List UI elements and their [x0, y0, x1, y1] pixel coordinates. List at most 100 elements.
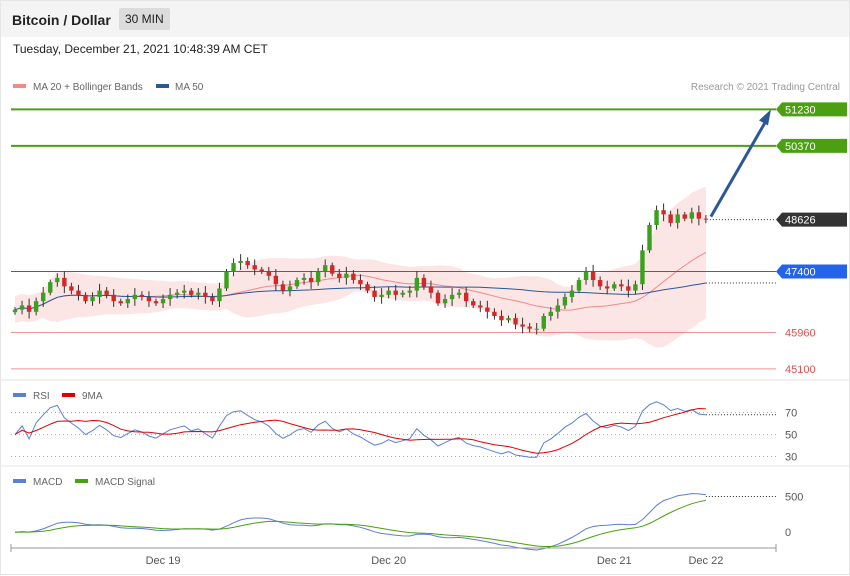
candle-body [266, 271, 271, 276]
x-tick-label: Dec 20 [371, 555, 406, 567]
candle-body [182, 290, 187, 293]
candle-body [647, 224, 652, 251]
candle-body [62, 277, 67, 287]
candle-body [590, 271, 596, 281]
level-pivot-3-tag [776, 264, 847, 279]
macd-legend-swatch [13, 479, 26, 483]
candle-body [569, 290, 575, 297]
candle-body [485, 307, 490, 312]
candle-body [492, 311, 497, 317]
ma50-legend-label: MA 50 [175, 82, 204, 93]
candle-body [19, 305, 25, 310]
candle-body [640, 250, 645, 285]
candle-body [513, 318, 518, 325]
candle-body [583, 271, 589, 281]
candle-body [252, 265, 257, 270]
candle-body [294, 280, 300, 287]
target-arrow-shaft [709, 116, 770, 218]
candle-body [196, 292, 201, 295]
target-arrow-head [759, 109, 771, 126]
candle-body [379, 294, 384, 297]
macd-line [14, 493, 706, 551]
candle-body [203, 292, 208, 297]
macd-tick-label: 500 [785, 492, 803, 504]
candle-body [562, 296, 568, 306]
candle-body [555, 305, 561, 312]
candle-body [682, 214, 687, 219]
timeframe-badge[interactable]: 30 MIN [119, 8, 170, 30]
candle-body [139, 294, 145, 297]
candle-body [41, 292, 46, 302]
candle-body [548, 311, 553, 317]
candle-body [393, 290, 398, 295]
candle-body [689, 212, 694, 219]
candle-body [280, 284, 286, 291]
rsi-ma-line [14, 407, 706, 454]
candle-body [414, 277, 420, 291]
candle-body [104, 290, 109, 295]
level-pivot-3-label: 47400 [785, 267, 816, 279]
rsi-tick-label: 30 [785, 452, 797, 464]
candle-body [118, 301, 123, 304]
candle-body [633, 284, 638, 291]
level-last-price-2-tag [776, 212, 847, 227]
candle-body [696, 212, 702, 219]
candle-body [224, 271, 229, 289]
candle-body [520, 324, 525, 327]
rsi-ma-legend-label: 9MA [82, 391, 103, 402]
candle-body [365, 284, 370, 291]
x-tick-label: Dec 22 [688, 555, 723, 567]
candle-body [675, 214, 680, 223]
candle-body [337, 273, 342, 278]
bollinger-legend-label: MA 20 + Bollinger Bands [33, 82, 143, 93]
candle-body [189, 290, 194, 295]
candle-body [308, 277, 314, 283]
candle-body [259, 269, 264, 272]
candle-body [153, 301, 159, 304]
candle-body [210, 296, 215, 302]
level-support-5-label: 45100 [785, 364, 816, 376]
candle-body [456, 292, 462, 295]
candle-body [597, 280, 603, 287]
candle-body [174, 292, 180, 295]
candle-body [90, 296, 95, 302]
candle-body [351, 273, 356, 281]
candle-body [506, 318, 511, 321]
rsi-tick-label: 50 [785, 430, 797, 442]
candle-body [217, 288, 222, 302]
candle-body [478, 305, 483, 308]
candle-body [605, 286, 610, 289]
macd-signal-legend-label: MACD Signal [95, 477, 155, 488]
bollinger-legend-swatch [13, 84, 26, 88]
macd-legend-label: MACD [33, 477, 62, 488]
candle-body [76, 290, 81, 295]
candle-body [301, 277, 307, 281]
level-support-4-label: 45960 [785, 328, 816, 340]
candle-body [576, 280, 582, 291]
candle-body [421, 277, 427, 287]
candle-body [330, 265, 335, 274]
candle-body [83, 294, 88, 302]
candle-body [48, 282, 53, 293]
instrument-title: Bitcoin / Dollar [12, 12, 111, 28]
x-tick-label: Dec 21 [597, 555, 632, 567]
candle-body [668, 214, 673, 223]
level-resistance-0-label: 51230 [785, 104, 816, 116]
rsi-line [14, 401, 706, 458]
level-resistance-1-tag [776, 138, 847, 153]
candle-body [661, 210, 666, 215]
level-last-price-2-label: 48626 [785, 215, 816, 227]
candle-body [499, 316, 504, 321]
candle-body [323, 265, 328, 272]
candle-body [400, 292, 405, 295]
candle-body [386, 290, 391, 295]
level-resistance-0-tag [776, 102, 847, 117]
candle-body [654, 210, 659, 225]
candle-body [26, 305, 32, 312]
candle-body [160, 299, 166, 304]
macd-signal-line [14, 499, 706, 547]
candle-body [428, 286, 434, 293]
candle-body [471, 301, 476, 306]
candle-body [125, 299, 130, 304]
